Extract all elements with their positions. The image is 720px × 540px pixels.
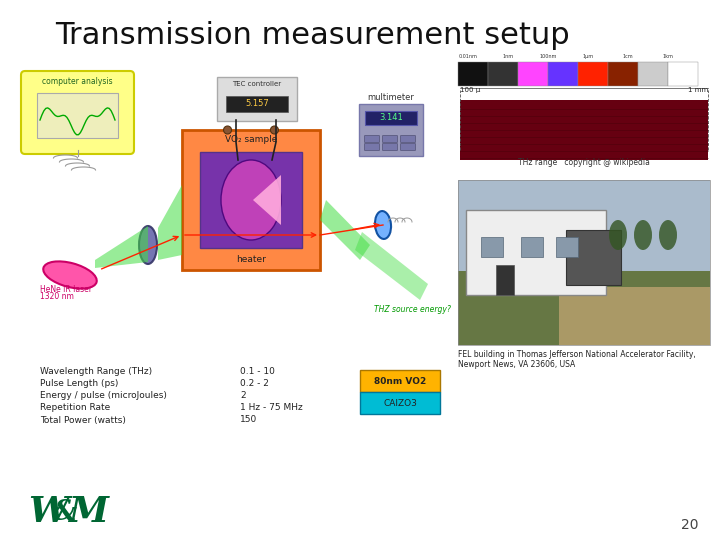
Text: 5.157: 5.157 <box>245 99 269 109</box>
Bar <box>556 237 578 257</box>
Text: 20: 20 <box>680 518 698 532</box>
FancyBboxPatch shape <box>364 136 379 143</box>
Text: 150: 150 <box>240 415 257 424</box>
Text: W: W <box>28 495 68 529</box>
Text: TEC controller: TEC controller <box>233 81 282 87</box>
FancyBboxPatch shape <box>382 144 397 151</box>
Ellipse shape <box>221 160 281 240</box>
Bar <box>37 93 118 138</box>
Text: 0.01nm: 0.01nm <box>459 54 477 59</box>
Text: 80nm VO2: 80nm VO2 <box>374 376 426 386</box>
FancyBboxPatch shape <box>382 136 397 143</box>
Text: multimeter: multimeter <box>368 93 415 103</box>
Bar <box>578 62 608 86</box>
Bar <box>458 180 710 345</box>
Bar <box>548 62 578 86</box>
Text: 3.141: 3.141 <box>379 113 403 123</box>
Ellipse shape <box>609 220 627 250</box>
Text: 1320 nm: 1320 nm <box>40 292 74 301</box>
Polygon shape <box>158 185 182 260</box>
Polygon shape <box>95 226 148 268</box>
Text: Total Power (watts): Total Power (watts) <box>40 415 126 424</box>
Bar <box>481 237 503 257</box>
Bar <box>566 230 621 285</box>
Bar <box>608 62 638 86</box>
Bar <box>458 180 710 271</box>
Text: Pulse Length (ps): Pulse Length (ps) <box>40 380 118 388</box>
Bar <box>365 111 417 125</box>
Text: computer analysis: computer analysis <box>42 78 113 86</box>
Text: 1cm: 1cm <box>623 54 634 59</box>
Bar <box>460 100 708 160</box>
Text: Energy / pulse (microJoules): Energy / pulse (microJoules) <box>40 392 167 401</box>
Polygon shape <box>320 200 370 260</box>
FancyBboxPatch shape <box>359 104 423 156</box>
Bar <box>458 271 710 345</box>
Bar <box>226 96 288 112</box>
Text: Wavelength Range (THz): Wavelength Range (THz) <box>40 368 152 376</box>
Ellipse shape <box>375 211 391 239</box>
Text: &: & <box>52 498 77 525</box>
FancyBboxPatch shape <box>400 144 415 151</box>
Bar <box>668 62 698 86</box>
Text: Repetition Rate: Repetition Rate <box>40 403 110 413</box>
FancyBboxPatch shape <box>400 136 415 143</box>
Text: 1µm: 1µm <box>582 54 593 59</box>
Text: Transmission measurement setup: Transmission measurement setup <box>55 21 570 50</box>
Text: CAlZO3: CAlZO3 <box>383 399 417 408</box>
Text: 1 mm: 1 mm <box>688 87 708 93</box>
Bar <box>466 210 606 295</box>
Bar <box>638 62 668 86</box>
Text: 1nm: 1nm <box>503 54 513 59</box>
FancyBboxPatch shape <box>217 77 297 121</box>
Text: 2: 2 <box>240 392 246 401</box>
Text: 1km: 1km <box>662 54 673 59</box>
Text: THz range   copyright @ wikipedia: THz range copyright @ wikipedia <box>518 158 650 167</box>
Ellipse shape <box>659 220 677 250</box>
Text: 1 Hz - 75 MHz: 1 Hz - 75 MHz <box>240 403 302 413</box>
Bar <box>488 62 518 86</box>
Polygon shape <box>355 232 428 300</box>
Text: THZ source energy?: THZ source energy? <box>374 305 451 314</box>
Ellipse shape <box>139 226 157 264</box>
Text: heater: heater <box>236 255 266 265</box>
FancyBboxPatch shape <box>364 144 379 151</box>
Ellipse shape <box>43 261 96 288</box>
Bar <box>360 370 440 392</box>
FancyBboxPatch shape <box>21 71 134 154</box>
Ellipse shape <box>634 220 652 250</box>
Text: HeNe IR laser: HeNe IR laser <box>40 285 92 294</box>
Text: 0.1 - 10: 0.1 - 10 <box>240 368 275 376</box>
Bar <box>360 392 440 414</box>
Bar <box>559 287 710 345</box>
Bar <box>496 265 514 295</box>
Text: 100nm: 100nm <box>539 54 557 59</box>
Bar <box>518 62 548 86</box>
Bar <box>458 62 488 86</box>
Bar <box>200 152 302 248</box>
Circle shape <box>271 126 279 134</box>
Circle shape <box>223 126 232 134</box>
Text: VO₂ sample: VO₂ sample <box>225 136 277 145</box>
Bar <box>521 237 543 257</box>
Text: FEL building in Thomas Jefferson National Accelerator Facility,
Newport News, VA: FEL building in Thomas Jefferson Nationa… <box>458 350 696 369</box>
Text: M: M <box>68 495 108 529</box>
Text: 100 µ: 100 µ <box>460 87 480 93</box>
Polygon shape <box>253 175 281 225</box>
FancyBboxPatch shape <box>182 130 320 270</box>
Text: 0.2 - 2: 0.2 - 2 <box>240 380 269 388</box>
